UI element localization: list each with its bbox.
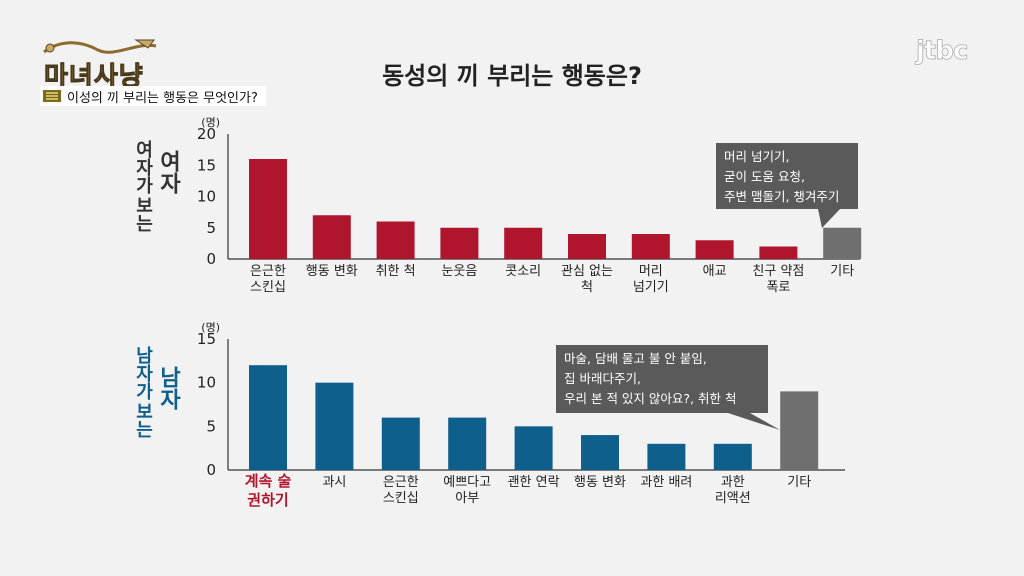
x-tick-label: 은근한 스킨십	[250, 264, 286, 295]
x-tick-label: 행동 변화	[574, 474, 626, 490]
annotation-tail	[818, 209, 840, 228]
x-tick-label: 과한 리액션	[715, 475, 751, 506]
bar	[647, 443, 686, 470]
annotation-line: 마술, 담배 물고 불 안 붙임,	[564, 351, 707, 366]
female-side-label-col2: 보는	[133, 196, 154, 232]
x-tick-label: 기타	[830, 264, 854, 279]
y-tick-label: 20	[197, 125, 216, 143]
y-axis-unit: (명)	[201, 321, 220, 334]
x-tick-label: 계속 술 권하기	[245, 472, 292, 509]
y-tick-label: 10	[197, 374, 216, 392]
x-tick-label: 머리 넘기기	[633, 264, 669, 295]
x-tick-label: 취한 척	[376, 264, 416, 279]
x-tick-label: 은근한 스킨십	[383, 475, 419, 506]
bar	[376, 221, 415, 259]
x-tick-label: 친구 약점 폭로	[752, 264, 804, 295]
y-tick-label: 5	[206, 417, 216, 435]
bar	[504, 227, 543, 259]
annotation-line: 집 바래다주기,	[564, 371, 641, 386]
bar	[315, 382, 354, 470]
main-title: 동성의 끼 부리는 행동은?	[382, 62, 642, 90]
bar	[581, 435, 619, 470]
bar	[249, 365, 287, 470]
y-tick-label: 15	[197, 330, 216, 348]
male-side-label-col1: 남자가	[133, 346, 154, 401]
annotation-line: 머리 넘기기,	[724, 149, 789, 164]
x-tick-label: 행동 변화	[306, 263, 358, 279]
annotation-box	[716, 143, 858, 209]
annotation-line: 주변 맴돌기, 챙겨주기	[724, 189, 839, 204]
x-tick-label: 과한 배려	[640, 475, 692, 490]
x-tick-label: 괜한 연락	[508, 475, 560, 490]
female-side-label-big: 여자	[156, 150, 181, 194]
caption-text: 이성의 끼 부리는 행동은 무엇인가?	[67, 90, 258, 106]
x-tick-label: 애교	[703, 264, 727, 279]
y-tick-label: 10	[197, 188, 216, 206]
annotation-line: 우리 본 적 있지 않아요?, 취한 척	[564, 391, 736, 406]
y-axis-unit: (명)	[201, 116, 220, 129]
bar	[631, 234, 670, 259]
bar	[514, 426, 553, 470]
female-side-label-col1: 여자가	[133, 140, 154, 195]
male-side-label-big: 남자	[156, 366, 181, 410]
bar	[695, 240, 734, 259]
annotation-line: 굳이 도움 요청,	[724, 169, 805, 184]
bar	[312, 215, 351, 259]
x-tick-label: 관심 없는 척	[561, 264, 613, 295]
bar	[713, 443, 752, 470]
x-tick-label: 기타	[787, 475, 811, 490]
bar	[823, 227, 862, 259]
logo-swirl-icon	[43, 39, 157, 54]
broadcaster-logo: jtbc	[915, 36, 968, 67]
bar	[780, 391, 819, 470]
bar	[440, 227, 479, 259]
y-tick-label: 0	[206, 250, 216, 268]
bar	[568, 234, 606, 259]
y-tick-label: 15	[197, 156, 216, 174]
bar	[381, 417, 420, 470]
male-chart: 0 5 10 15(명) 계속 술 권하기 과시 은근한 스킨십 예쁘다고 아부 괜한 연락 행동 변화…	[197, 321, 845, 509]
y-tick-label: 0	[206, 461, 216, 479]
bar	[249, 159, 287, 259]
x-tick-label: 예쁘다고 아부	[443, 475, 491, 506]
x-tick-label: 과시	[322, 475, 346, 490]
bar	[759, 246, 798, 259]
bar	[448, 417, 487, 470]
female-chart: 0 5 10 15 20(명) 은근한 스킨십 행동 변화 취한 척 눈웃음 콧소리 관심 없는 척 머리…	[197, 116, 862, 295]
y-tick-label: 5	[206, 219, 216, 237]
x-tick-label: 콧소리	[505, 264, 541, 279]
annotation-tail	[728, 413, 780, 430]
episode-caption: 이성의 끼 부리는 행동은 무엇인가?	[40, 86, 266, 106]
x-tick-label: 눈웃음	[441, 264, 477, 279]
annotation-box	[556, 345, 768, 413]
male-side-label-col2: 보는	[133, 402, 154, 438]
book-icon	[43, 90, 61, 102]
